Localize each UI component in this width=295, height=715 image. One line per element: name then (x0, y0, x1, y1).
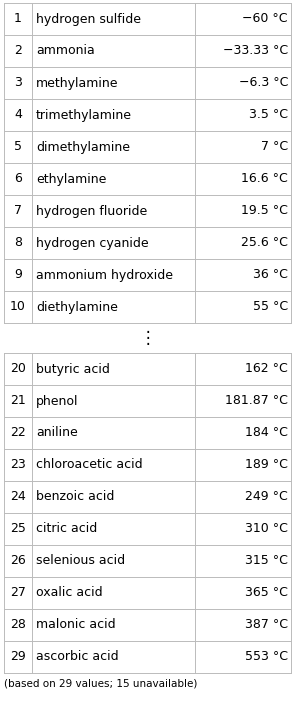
Text: 1: 1 (14, 12, 22, 26)
Text: 189 °C: 189 °C (245, 458, 288, 471)
Text: 7: 7 (14, 204, 22, 217)
Text: 7 °C: 7 °C (261, 141, 288, 154)
Text: 6: 6 (14, 172, 22, 185)
Text: 55 °C: 55 °C (253, 300, 288, 313)
Text: 16.6 °C: 16.6 °C (241, 172, 288, 185)
Text: (based on 29 values; 15 unavailable): (based on 29 values; 15 unavailable) (4, 679, 197, 689)
Text: selenious acid: selenious acid (36, 555, 125, 568)
Text: chloroacetic acid: chloroacetic acid (36, 458, 142, 471)
Text: ⋮: ⋮ (139, 329, 156, 347)
Text: diethylamine: diethylamine (36, 300, 118, 313)
Text: 387 °C: 387 °C (245, 618, 288, 631)
Text: hydrogen fluoride: hydrogen fluoride (36, 204, 147, 217)
Text: −33.33 °C: −33.33 °C (223, 44, 288, 57)
Text: 3: 3 (14, 77, 22, 89)
Text: −60 °C: −60 °C (242, 12, 288, 26)
Text: 10: 10 (10, 300, 26, 313)
Text: citric acid: citric acid (36, 523, 97, 536)
Text: 365 °C: 365 °C (245, 586, 288, 599)
Text: butyric acid: butyric acid (36, 363, 110, 375)
Text: methylamine: methylamine (36, 77, 119, 89)
Text: hydrogen sulfide: hydrogen sulfide (36, 12, 141, 26)
Text: 310 °C: 310 °C (245, 523, 288, 536)
Text: trimethylamine: trimethylamine (36, 109, 132, 122)
Text: 8: 8 (14, 237, 22, 250)
Text: 5: 5 (14, 141, 22, 154)
Text: 249 °C: 249 °C (245, 490, 288, 503)
Text: 24: 24 (10, 490, 26, 503)
Text: 29: 29 (10, 651, 26, 664)
Text: benzoic acid: benzoic acid (36, 490, 114, 503)
Text: ammonium hydroxide: ammonium hydroxide (36, 269, 173, 282)
Text: 4: 4 (14, 109, 22, 122)
Text: 21: 21 (10, 395, 26, 408)
Text: 162 °C: 162 °C (245, 363, 288, 375)
Text: oxalic acid: oxalic acid (36, 586, 103, 599)
Text: 27: 27 (10, 586, 26, 599)
Text: ascorbic acid: ascorbic acid (36, 651, 119, 664)
Text: 184 °C: 184 °C (245, 427, 288, 440)
Text: 19.5 °C: 19.5 °C (241, 204, 288, 217)
Text: ammonia: ammonia (36, 44, 95, 57)
Text: 36 °C: 36 °C (253, 269, 288, 282)
Text: ethylamine: ethylamine (36, 172, 106, 185)
Text: 181.87 °C: 181.87 °C (225, 395, 288, 408)
Text: phenol: phenol (36, 395, 78, 408)
Text: 23: 23 (10, 458, 26, 471)
Text: hydrogen cyanide: hydrogen cyanide (36, 237, 149, 250)
Text: 25: 25 (10, 523, 26, 536)
Text: malonic acid: malonic acid (36, 618, 116, 631)
Text: 2: 2 (14, 44, 22, 57)
Text: 553 °C: 553 °C (245, 651, 288, 664)
Text: 28: 28 (10, 618, 26, 631)
Text: aniline: aniline (36, 427, 78, 440)
Text: 9: 9 (14, 269, 22, 282)
Text: 22: 22 (10, 427, 26, 440)
Text: 20: 20 (10, 363, 26, 375)
Text: 25.6 °C: 25.6 °C (241, 237, 288, 250)
Text: dimethylamine: dimethylamine (36, 141, 130, 154)
Text: 315 °C: 315 °C (245, 555, 288, 568)
Text: 3.5 °C: 3.5 °C (249, 109, 288, 122)
Text: −6.3 °C: −6.3 °C (239, 77, 288, 89)
Text: 26: 26 (10, 555, 26, 568)
